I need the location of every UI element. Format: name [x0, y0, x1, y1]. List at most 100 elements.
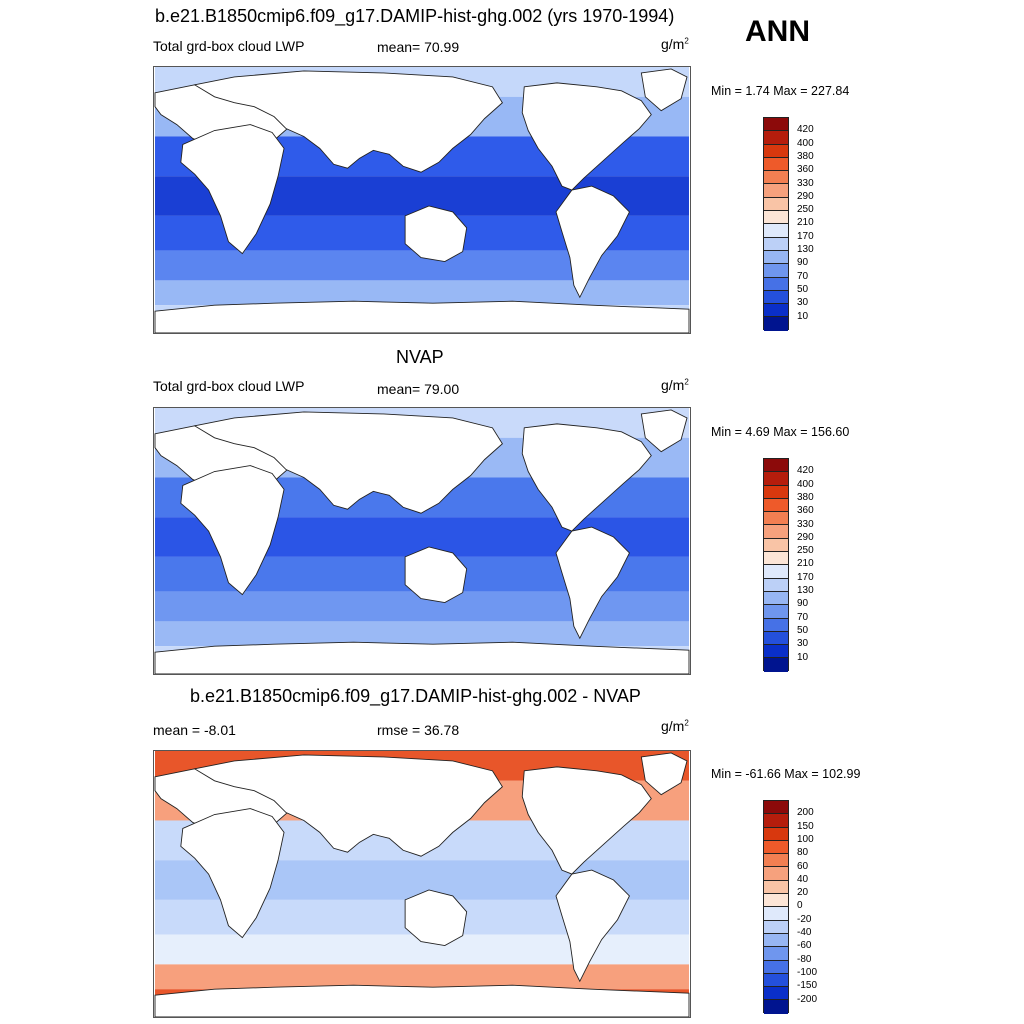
panel-title: NVAP	[396, 347, 444, 367]
europe-asia-outline	[193, 754, 503, 857]
colorbar-tick-label: 290	[797, 190, 814, 202]
rmse-label: rmse = 36.78	[377, 722, 460, 738]
colorbar-box	[764, 973, 788, 988]
colorbar-box	[764, 290, 788, 305]
colorbar-box	[764, 947, 788, 961]
colorbar-box	[764, 840, 788, 855]
units-label: g/m2	[661, 718, 689, 734]
antarctica-outline	[154, 641, 690, 674]
south-america-outline	[555, 526, 630, 640]
field-band	[155, 964, 689, 990]
colorbar-box	[764, 605, 788, 619]
colorbar-tick-label: 400	[797, 478, 814, 490]
colorbar-tick-label: 420	[797, 465, 814, 477]
colorbar-box	[764, 498, 788, 513]
minmax-label: Min = 1.74 Max = 227.84	[711, 84, 850, 98]
colorbar	[763, 117, 789, 331]
colorbar-box	[764, 485, 788, 499]
africa-outline	[180, 465, 285, 596]
colorbar-tick-label: 360	[797, 505, 814, 517]
south-america-outline	[555, 185, 630, 299]
antarctica-outline	[154, 300, 690, 333]
colorbar-tick-label: 10	[797, 310, 809, 322]
colorbar-tick-label: -150	[797, 980, 818, 992]
australia-outline	[404, 546, 468, 604]
colorbar-box	[764, 317, 788, 331]
colorbar-box	[764, 827, 788, 841]
colorbar-tick-label: 80	[797, 847, 809, 859]
colorbar-box	[764, 814, 788, 828]
minmax-label: Min = -61.66 Max = 102.99	[711, 767, 861, 781]
colorbar-tick-label: 90	[797, 598, 809, 610]
australia-outline	[404, 205, 468, 263]
colorbar-box	[764, 578, 788, 592]
colorbar-box	[764, 157, 788, 172]
north-america-outline	[521, 82, 652, 191]
colorbar-tick-label: 210	[797, 217, 814, 229]
mean-label: mean = -8.01	[153, 722, 236, 738]
australia-outline	[404, 889, 468, 947]
south-america-outline	[555, 869, 630, 983]
season-label: ANN	[745, 15, 810, 48]
colorbar-box	[764, 512, 788, 526]
colorbar-box	[764, 1000, 788, 1014]
variable-label: Total grd-box cloud LWP	[153, 38, 305, 54]
africa-outline	[180, 124, 285, 255]
antarctica-outline	[154, 984, 690, 1017]
colorbar-box	[764, 277, 788, 291]
colorbar-tick-label: 170	[797, 230, 814, 242]
colorbar-box	[764, 854, 788, 868]
colorbar-box	[764, 894, 788, 908]
colorbar-tick-label: 30	[797, 638, 809, 650]
minmax-label: Min = 4.69 Max = 156.60	[711, 425, 850, 439]
colorbar-box	[764, 250, 788, 265]
colorbar-box	[764, 880, 788, 895]
colorbar-tick-label: 250	[797, 545, 814, 557]
colorbar-tick-label: 70	[797, 270, 809, 282]
colorbar-tick-label: 150	[797, 820, 814, 832]
colorbar-tick-label: -60	[797, 940, 812, 952]
map-plot	[153, 750, 691, 1018]
colorbar-tick-label: -20	[797, 913, 812, 925]
europe-asia-outline	[193, 411, 503, 514]
africa-outline	[180, 808, 285, 939]
colorbar-box	[764, 565, 788, 579]
colorbar-tick-label: 200	[797, 807, 814, 819]
panel-title: b.e21.B1850cmip6.f09_g17.DAMIP-hist-ghg.…	[190, 686, 641, 706]
greenland-outline	[640, 68, 688, 112]
colorbar-box	[764, 131, 788, 145]
greenland-outline	[640, 409, 688, 453]
colorbar-box	[764, 618, 788, 632]
colorbar-box	[764, 645, 788, 659]
colorbar-box	[764, 144, 788, 158]
colorbar-box	[764, 920, 788, 934]
colorbar-box	[764, 264, 788, 278]
variable-label: Total grd-box cloud LWP	[153, 378, 305, 394]
colorbar-tick-label: 90	[797, 257, 809, 269]
map-plot	[153, 407, 691, 675]
colorbar-tick-label: 10	[797, 651, 809, 663]
colorbar-tick-label: 330	[797, 518, 814, 530]
colorbar-tick-label: -200	[797, 993, 818, 1005]
colorbar-tick-label: 130	[797, 585, 814, 596]
colorbar-tick-label: 30	[797, 297, 809, 309]
colorbar-tick-label: 250	[797, 204, 814, 216]
north-america-outline	[521, 766, 652, 875]
colorbar-box	[764, 237, 788, 251]
colorbar-box	[764, 801, 788, 815]
colorbar-tick-label: 40	[797, 873, 809, 885]
colorbar-box	[764, 658, 788, 672]
colorbar-box	[764, 304, 788, 318]
colorbar-tick-label: 70	[797, 611, 809, 623]
map-plot	[153, 66, 691, 334]
colorbar-box	[764, 459, 788, 473]
north-america-outline	[521, 423, 652, 532]
greenland-outline	[640, 752, 688, 796]
colorbar-tick-label: 50	[797, 624, 809, 636]
colorbar-box	[764, 960, 788, 974]
colorbar-box	[764, 197, 788, 212]
panel-title: b.e21.B1850cmip6.f09_g17.DAMIP-hist-ghg.…	[155, 6, 675, 26]
colorbar-tick-label: 20	[797, 887, 809, 899]
colorbar-tick-label: -40	[797, 927, 812, 938]
colorbar-tick-label: 380	[797, 491, 814, 503]
